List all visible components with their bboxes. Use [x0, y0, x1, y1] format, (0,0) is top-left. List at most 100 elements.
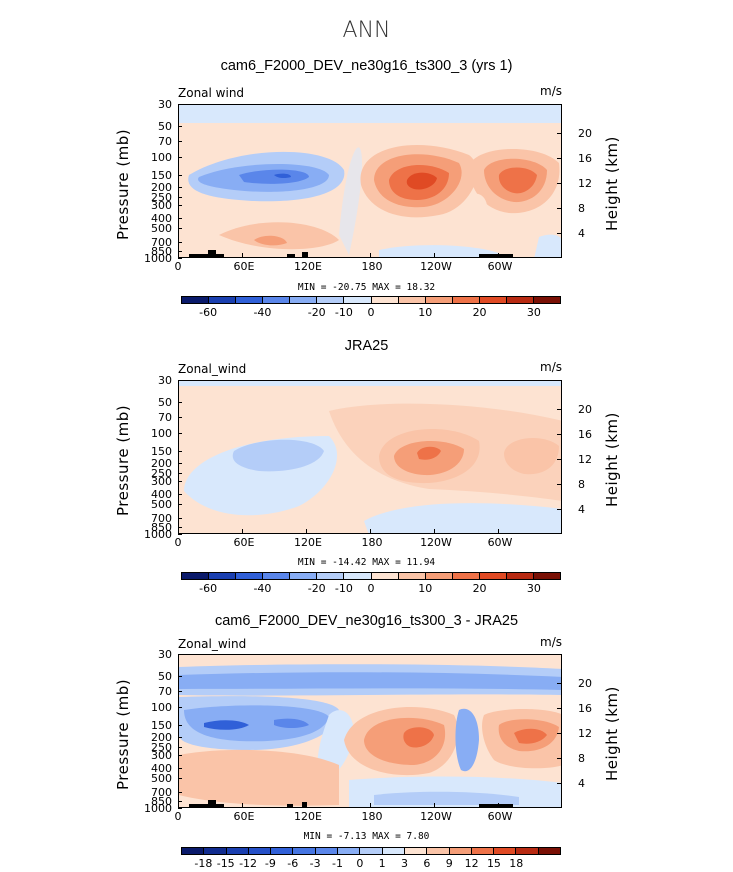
y-tick-label: 300 [151, 475, 172, 489]
colorbar-label: 15 [486, 857, 501, 870]
p1-neg-jet-min [274, 173, 291, 179]
height-tick-mark [557, 782, 561, 784]
panel-3-plot [178, 654, 562, 808]
y-tick-label: 500 [151, 771, 172, 785]
p1-topography-3 [287, 254, 295, 257]
p2-surface-neg [364, 503, 561, 533]
y-tick-mark [178, 800, 182, 802]
panel-3-contours [179, 655, 561, 807]
height-tick-mark [557, 408, 561, 410]
height-axis-label: Height (km) [603, 136, 621, 231]
colorbar-label: -15 [216, 857, 235, 870]
p2-pos-jet-a-core [417, 446, 441, 460]
y-tick-mark [178, 654, 182, 655]
height-tick-label: 12 [578, 452, 592, 466]
colorbar [181, 296, 561, 304]
panel-3-title: cam6_F2000_DEV_ne30g16_ts300_3 - JRA25 [214, 613, 519, 629]
x-tick-label: 60W [487, 810, 513, 823]
colorbar-swatch [182, 573, 210, 579]
y-tick-mark [178, 258, 182, 259]
height-tick-mark [557, 132, 561, 134]
y-tick-label: 300 [151, 749, 172, 763]
colorbar-label: -10 [334, 582, 353, 595]
y-tick-label: 30 [158, 374, 172, 387]
height-tick-label: 20 [578, 402, 592, 416]
p1-pos-jet-a-core [406, 172, 437, 190]
colorbar-swatch [315, 848, 339, 854]
x-tick-mark [242, 253, 243, 257]
colorbar-swatch [427, 848, 450, 854]
colorbar-swatch [317, 297, 345, 303]
y-tick-label: 200 [151, 181, 172, 195]
height-tick-mark [557, 732, 561, 734]
y-tick-label: 700 [151, 786, 172, 800]
y-tick-mark [178, 534, 182, 535]
colorbar-label: -20 [307, 582, 326, 595]
colorbar-label: -9 [264, 857, 276, 870]
y-tick-mark [178, 473, 182, 475]
y-tick-label: 70 [158, 411, 172, 425]
colorbar-label: 6 [423, 857, 431, 870]
x-tick-label: 120W [420, 810, 452, 823]
colorbar [181, 847, 561, 855]
y-tick-mark [178, 706, 182, 708]
colorbar-label: 0 [356, 857, 364, 870]
height-tick-label: 8 [578, 201, 585, 215]
p1-gap-between-jets [464, 193, 487, 222]
p1-topography-1 [189, 254, 224, 257]
y-tick-label: 250 [151, 191, 172, 205]
y-tick-mark [178, 205, 182, 207]
colorbar-swatch [398, 297, 426, 303]
p3-upper-neg-core [179, 672, 561, 690]
x-tick-mark [178, 253, 179, 257]
y-tick-mark [178, 417, 182, 419]
y-tick-mark [178, 518, 182, 520]
y-tick-mark [178, 481, 182, 483]
colorbar-swatch [506, 573, 535, 579]
y-tick-label: 850 [151, 520, 172, 534]
y-tick-mark [178, 792, 182, 794]
colorbar-swatch [263, 573, 291, 579]
p3-topography-2 [208, 800, 216, 807]
y-tick-label: 700 [151, 236, 172, 250]
y-tick-mark [178, 737, 182, 739]
height-tick-mark [557, 483, 561, 485]
x-tick-label: 120E [294, 536, 322, 549]
y-axis-label: Pressure (mb) [114, 404, 132, 516]
y-tick-mark [178, 402, 182, 404]
panel-1-contours [179, 105, 561, 257]
colorbar-swatch [404, 848, 428, 854]
p3-topography-4 [302, 802, 307, 807]
y-tick-mark [178, 450, 182, 452]
p3-pos-b-core [514, 728, 547, 744]
p1-topography-4 [302, 252, 308, 257]
x-tick-label: 180 [361, 260, 383, 273]
colorbar-swatch [449, 848, 472, 854]
x-tick-label: 180 [361, 810, 383, 823]
height-tick-label: 4 [578, 226, 585, 240]
colorbar-label: -12 [239, 857, 258, 870]
colorbar-swatch [452, 573, 480, 579]
p1-surface-neg [379, 245, 499, 257]
y-tick-label: 150 [151, 444, 172, 458]
panel-1-title: cam6_F2000_DEV_ne30g16_ts300_3 (yrs 1) [220, 58, 513, 74]
colorbar-swatch [534, 573, 561, 579]
p3-neg-vertical-b [455, 708, 479, 772]
colorbar-label: 10 [418, 306, 433, 319]
y-tick-label: 50 [158, 670, 172, 684]
colorbar-swatch [534, 297, 561, 303]
height-tick-mark [557, 707, 561, 709]
y-tick-mark [178, 197, 182, 199]
colorbar-swatch [479, 297, 507, 303]
panel-3-units-label: m/s [540, 635, 562, 649]
y-tick-mark [178, 463, 182, 465]
x-tick-mark [306, 529, 307, 533]
colorbar-label: -40 [253, 582, 272, 595]
colorbar-swatch [338, 848, 361, 854]
height-tick-mark [557, 182, 561, 184]
y-tick-mark [178, 526, 182, 528]
p1-neg-jet-core [239, 169, 309, 184]
min-max-label: MIN = -20.75 MAX = 18.32 [297, 282, 436, 293]
p2-pos-jet-b [504, 437, 559, 475]
height-tick-mark [557, 207, 561, 209]
